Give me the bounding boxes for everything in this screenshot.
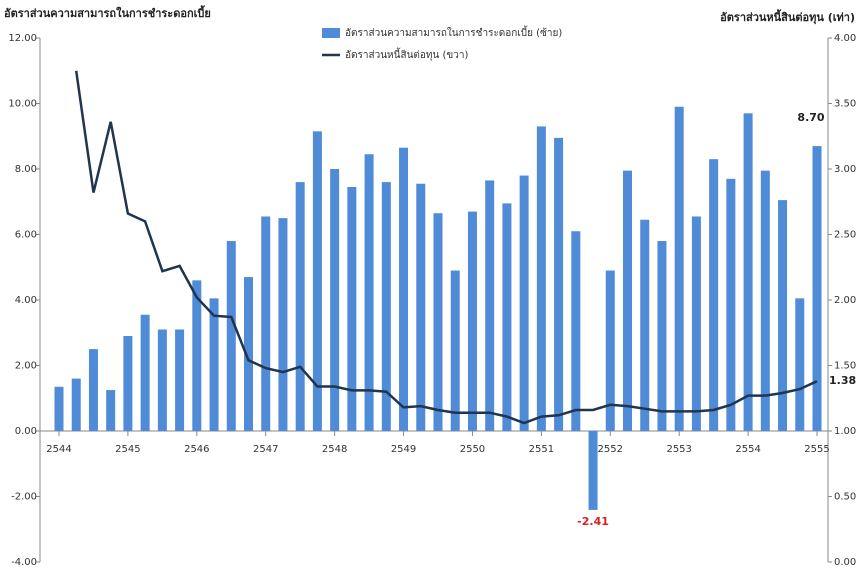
bar xyxy=(657,241,667,431)
bar xyxy=(588,431,598,510)
y2-tick-label: 3.00 xyxy=(834,164,856,175)
bar xyxy=(691,216,701,431)
bar xyxy=(605,270,615,431)
bar xyxy=(467,211,477,431)
bar xyxy=(554,137,564,431)
bar xyxy=(795,298,805,431)
x-tick-label: 2555 xyxy=(804,444,829,455)
y-tick-label: 6.00 xyxy=(15,230,37,241)
y2-tick-label: 2.50 xyxy=(834,230,856,241)
y2-tick-label: 4.00 xyxy=(834,33,856,44)
bar xyxy=(623,170,632,431)
bar xyxy=(278,218,288,431)
bar xyxy=(330,169,340,431)
bar xyxy=(726,178,736,431)
bar xyxy=(519,175,529,431)
y2-tick-label: 3.50 xyxy=(834,99,856,110)
y2-tick-label: 1.50 xyxy=(834,361,856,372)
x-tick-label: 2546 xyxy=(184,444,209,455)
bar xyxy=(674,106,684,432)
bar xyxy=(416,183,426,431)
y-axis-title: อัตราส่วนความสามารถในการชำระดอกเบี้ย xyxy=(4,5,211,20)
bar xyxy=(261,216,271,431)
bar xyxy=(433,213,443,431)
bar xyxy=(209,298,219,431)
bar xyxy=(226,241,236,431)
bar xyxy=(295,182,305,431)
y-tick-label: -4.00 xyxy=(11,557,37,568)
bar xyxy=(760,170,770,431)
bar xyxy=(312,131,322,431)
y2-tick-label: 2.00 xyxy=(834,295,856,306)
bar xyxy=(640,219,650,431)
bar xyxy=(175,329,185,431)
bar xyxy=(709,159,719,432)
bar xyxy=(88,349,98,431)
y2-tick-label: 0.00 xyxy=(834,557,856,568)
bar xyxy=(244,277,253,431)
x-tick-label: 2547 xyxy=(253,444,278,455)
bar xyxy=(140,314,150,431)
x-tick-label: 2550 xyxy=(460,444,485,455)
bar xyxy=(54,386,64,431)
bar xyxy=(192,280,202,431)
bar xyxy=(106,390,116,431)
bar xyxy=(812,146,822,431)
bar xyxy=(778,200,788,431)
data-label: -2.41 xyxy=(577,515,609,528)
bar xyxy=(71,378,81,431)
y2-axis-title: อัตราส่วนหนี้สินต่อทุน (เท่า) xyxy=(720,9,855,25)
x-tick-label: 2545 xyxy=(115,444,140,455)
y2-tick-label: 0.50 xyxy=(834,492,856,503)
line xyxy=(74,70,818,425)
legend-label: อัตราส่วนหนี้สินต่อทุน (ขวา) xyxy=(345,47,468,61)
data-label: 1.38 xyxy=(829,374,856,387)
legend-label: อัตราส่วนความสามารถในการชำระดอกเบี้ย (ซ้… xyxy=(345,25,562,39)
bar xyxy=(157,329,167,431)
bar xyxy=(502,203,512,431)
bar xyxy=(364,154,374,431)
x-tick-label: 2549 xyxy=(391,444,416,455)
bar xyxy=(571,231,581,431)
bar xyxy=(536,126,546,432)
y-tick-label: 2.00 xyxy=(15,361,37,372)
x-tick-label: 2554 xyxy=(735,444,760,455)
y-tick-label: 10.00 xyxy=(8,99,37,110)
y-tick-label: 8.00 xyxy=(15,164,37,175)
y-tick-label: 4.00 xyxy=(15,295,37,306)
x-tick-label: 2552 xyxy=(598,444,623,455)
bar xyxy=(381,182,391,431)
y-tick-label: -2.00 xyxy=(11,492,37,503)
bar xyxy=(399,147,409,431)
y-tick-label: 0.00 xyxy=(15,426,37,437)
data-label: 8.70 xyxy=(797,111,824,124)
bar xyxy=(123,336,133,431)
bar xyxy=(450,270,460,431)
bar xyxy=(347,187,357,431)
x-tick-label: 2551 xyxy=(529,444,554,455)
x-tick-label: 2548 xyxy=(322,444,347,455)
x-tick-label: 2553 xyxy=(666,444,691,455)
bar xyxy=(485,180,495,431)
y-tick-label: 12.00 xyxy=(8,33,37,44)
bar xyxy=(743,113,753,431)
legend-swatch xyxy=(322,28,340,38)
y2-tick-label: 1.00 xyxy=(834,426,856,437)
x-tick-label: 2544 xyxy=(46,444,71,455)
